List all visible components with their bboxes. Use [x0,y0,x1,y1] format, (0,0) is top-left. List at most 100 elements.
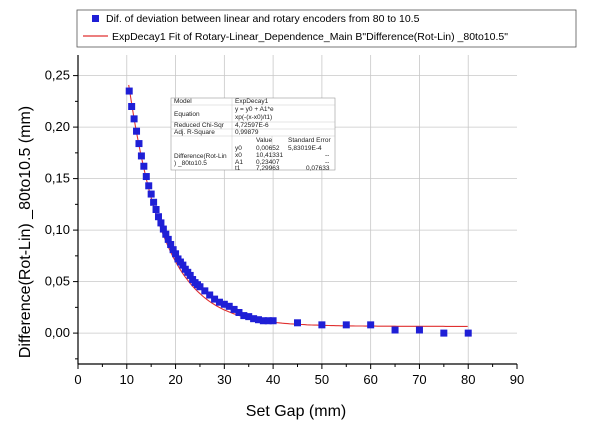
y-tick-label: 0,25 [45,68,70,83]
x-tick-label: 20 [168,372,182,387]
data-point [150,198,158,206]
stats-param-value: 0,23407 [256,159,280,166]
data-point [342,321,350,329]
stats-equation-label: Equation [174,111,200,118]
data-point [128,103,136,110]
data-point [133,127,141,135]
legend: Dif. of deviation between linear and rot… [76,9,577,48]
data-point [464,329,472,337]
data-point [230,305,238,313]
legend-label-fit: ExpDecay1 Fit of Rotary-Linear_Dependenc… [112,31,508,43]
data-point [157,219,165,227]
legend-label-scatter: Dif. of deviation between linear and rot… [106,13,420,25]
data-point [264,317,272,325]
stats-param-value: 7,29963 [256,165,280,172]
data-point [142,173,150,181]
legend-frame [76,9,577,48]
data-point [269,317,277,325]
y-tick-label: 0,05 [45,274,70,289]
x-tick-label: 50 [315,372,329,387]
legend-marker-scatter [92,15,99,22]
data-point [167,241,175,249]
data-point [137,152,145,160]
stats-equation-line2: xp(-(x-x0)/t1) [235,114,272,121]
stats-param-stderr: 0,07633 [306,165,330,172]
data-point [172,250,180,258]
stats-equation-line1: y = y0 + A1*e [235,106,274,113]
x-tick-label: 40 [266,372,280,387]
y-tick-label: 0,20 [45,119,70,134]
data-point [140,162,148,170]
data-point [162,230,170,238]
stats-param-value: 0,00652 [256,145,280,152]
stats-col-value: Value [256,137,273,144]
data-point [147,190,155,198]
data-point [225,302,233,310]
x-tick-label: 70 [412,372,426,387]
stats-col-stderr: Standard Error [288,137,331,144]
stats-chisq-value: 4,72597E-6 [235,122,269,129]
data-point [235,309,243,316]
data-point [145,182,153,190]
data-point [240,312,248,320]
x-tick-label: 60 [363,372,377,387]
stats-model-value: ExpDecay1 [235,98,269,105]
data-point [152,206,160,213]
fit-stats-table: Model ExpDecay1 Equation y = y0 + A1*e x… [170,97,336,172]
data-point [125,87,133,95]
stats-param-name: y0 [235,145,242,152]
axes: 0 10 20 30 40 50 60 70 80 90 0,00 0,05 0,10 0,15 0,20 0… [45,55,524,387]
stats-model-label: Model [174,98,192,105]
stats-r2-value: 0,99879 [235,129,259,136]
y-tick-label: 0,10 [45,222,70,237]
x-axis-title: Set Gap (mm) [246,403,346,420]
stats-param-value: 10,41331 [256,152,283,159]
x-tick-label: 0 [74,372,81,387]
stats-param-stderr: -- [325,159,329,166]
x-tick-label: 10 [120,372,134,387]
stats-chisq-label: Reduced Chi-Sqr [174,122,225,129]
y-tick-label: 0,00 [45,325,70,340]
data-point [415,326,423,334]
data-point [391,326,399,334]
data-point [159,225,167,233]
y-tick-label: 0,15 [45,171,70,186]
data-point [211,295,219,303]
stats-row-group-line2: ) _80to10.5 [174,160,207,167]
points-layer [125,87,472,337]
data-point [164,235,172,243]
stats-param-stderr: -- [325,152,329,159]
data-point [245,313,253,321]
stats-param-name: A1 [235,159,243,166]
x-tick-label: 30 [217,372,231,387]
data-point [186,271,194,279]
data-point [220,300,228,308]
stats-table-frame [170,97,336,171]
data-point [154,213,162,221]
stats-param-name: x0 [235,152,242,159]
data-point [294,319,301,327]
data-point [135,140,143,148]
stats-r2-label: Adj. R-Square [174,129,215,136]
data-point [215,298,223,306]
stats-param-name: t1 [235,165,241,172]
data-point [130,115,138,123]
y-axis-title: Difference(Rot-Lin) _80to10.5 (mm) [17,106,34,358]
data-point [259,317,267,325]
data-point [254,316,262,324]
stats-row-group-line1: Difference(Rot-Lin [174,153,227,160]
data-point [440,329,448,337]
data-point [250,315,258,323]
data-point [196,283,204,291]
data-point [201,287,209,295]
data-point [169,246,177,254]
data-point [206,291,214,299]
data-point [318,321,326,329]
stats-param-stderr: 5,83019E-4 [288,145,322,152]
x-tick-label: 90 [510,372,524,387]
x-tick-label: 80 [461,372,475,387]
data-point [179,261,187,269]
data-point [367,321,375,329]
